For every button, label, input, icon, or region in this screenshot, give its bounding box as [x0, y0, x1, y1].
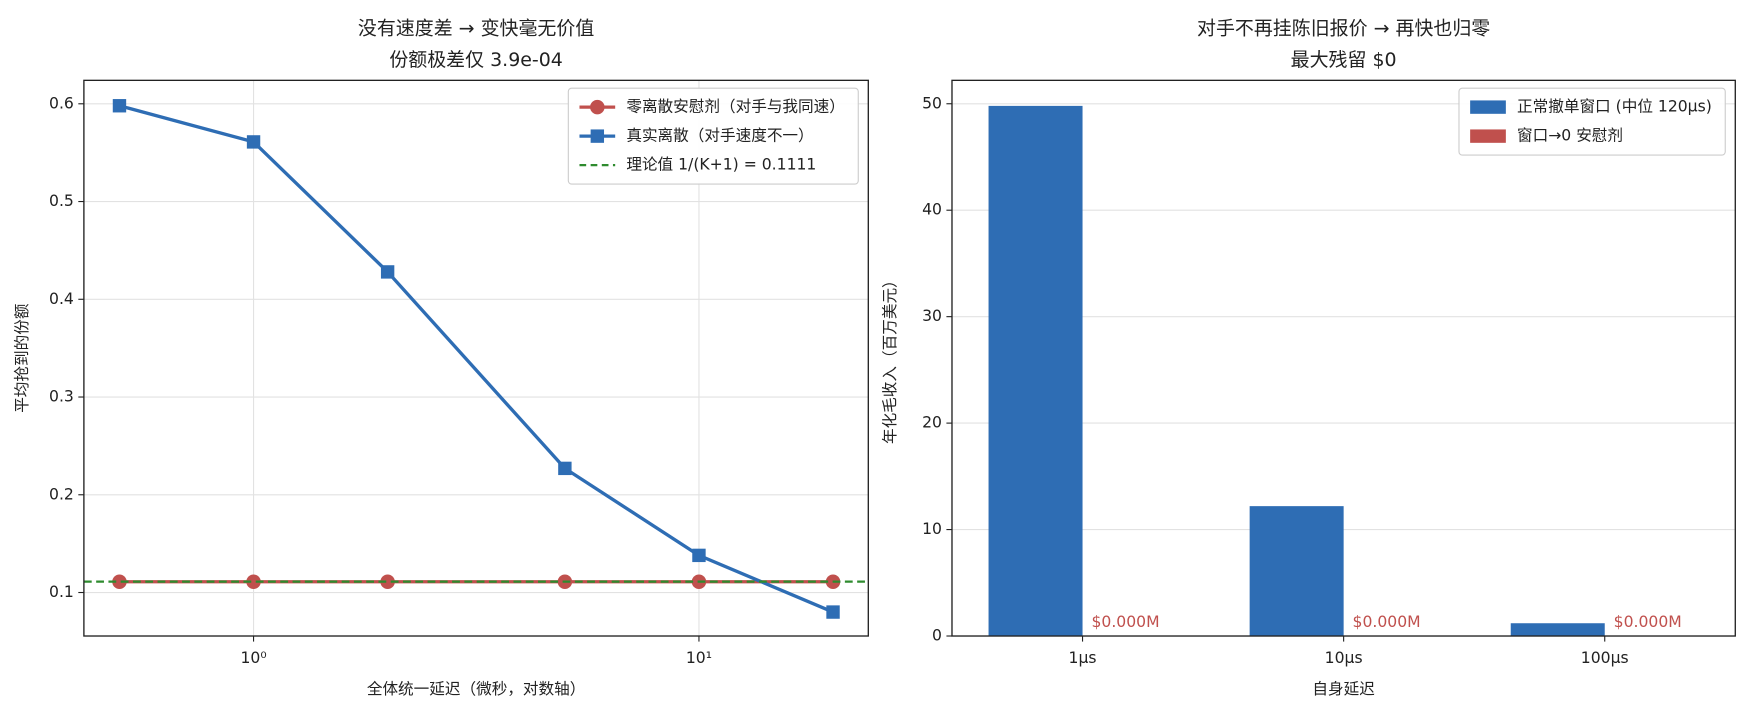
legend: 零离散安慰剂（对手与我同速） 真实离散（对手速度不一） 理论值 1/(K+1) = …: [567, 87, 859, 185]
y-tick-label: 0: [932, 627, 942, 645]
legend-box: [567, 87, 859, 185]
chart-subtitle: 最大残留 $0: [1291, 49, 1397, 71]
plot-frame: [83, 79, 869, 637]
legend-label: 窗口→0 安慰剂: [1517, 126, 1623, 145]
marker: [590, 99, 605, 115]
x-axis-label: 自身延迟: [1312, 680, 1375, 698]
y-tick-label: 20: [922, 414, 942, 432]
legend: 正常撤单窗口 (中位 120μs) 窗口→0 安慰剂: [1458, 87, 1726, 156]
chart-title: 对手不再挂陈旧报价 → 再快也归零: [1197, 18, 1490, 40]
marker: [380, 265, 395, 279]
legend-label: 真实离散（对手速度不一）: [626, 127, 813, 145]
y-axis-label: 平均抢到的份额: [13, 303, 31, 413]
y-tick-label: 0.5: [49, 192, 74, 210]
legend-swatch: [1470, 100, 1506, 114]
x-tick-label: 1μs: [1069, 649, 1097, 667]
y-tick-label: 0.4: [49, 290, 74, 308]
bar: [1510, 623, 1605, 637]
chart-title: 没有速度差 → 变快毫无价值: [358, 18, 594, 40]
plot-frame: [951, 79, 1736, 637]
y-tick-label: 0.3: [49, 388, 74, 406]
y-tick-label: 30: [922, 307, 942, 325]
legend-label: 零离散安慰剂（对手与我同速）: [626, 97, 845, 116]
chart-subtitle: 份额极差仅 3.9e-04: [389, 49, 563, 71]
marker: [246, 574, 261, 590]
x-tick-label: 100μs: [1581, 649, 1629, 667]
line-series: [119, 104, 834, 614]
marker: [558, 461, 572, 476]
x-axis-label: 全体统一延迟（微秒，对数轴）: [367, 680, 586, 698]
x-tick-label: 10¹: [686, 649, 712, 667]
bar: [988, 105, 1083, 637]
legend-box: [1458, 87, 1726, 156]
marker: [692, 548, 706, 563]
y-tick-label: 10: [922, 520, 942, 538]
x-tick-label: 10μs: [1325, 649, 1363, 667]
x-tick-label: 10⁰: [240, 649, 266, 667]
bar: [1249, 506, 1344, 637]
y-tick-label: 0.6: [49, 94, 74, 112]
marker: [112, 574, 127, 590]
y-tick-label: 50: [922, 94, 942, 112]
marker: [112, 99, 127, 113]
legend-label: 理论值 1/(K+1) = 0.1111: [626, 156, 816, 174]
marker: [380, 574, 395, 590]
marker: [590, 129, 605, 143]
value-label: $0.000M: [1614, 613, 1682, 631]
value-label: $0.000M: [1091, 613, 1159, 631]
y-tick-label: 40: [922, 201, 942, 219]
marker: [826, 605, 840, 619]
value-label: $0.000M: [1353, 613, 1421, 631]
marker: [246, 135, 261, 149]
y-tick-label: 0.2: [49, 485, 74, 503]
legend-swatch: [1470, 129, 1506, 143]
y-tick-label: 0.1: [49, 583, 74, 601]
y-axis-label: 年化毛收入（百万美元）: [881, 272, 899, 444]
legend-label: 正常撤单窗口 (中位 120μs): [1517, 98, 1712, 116]
